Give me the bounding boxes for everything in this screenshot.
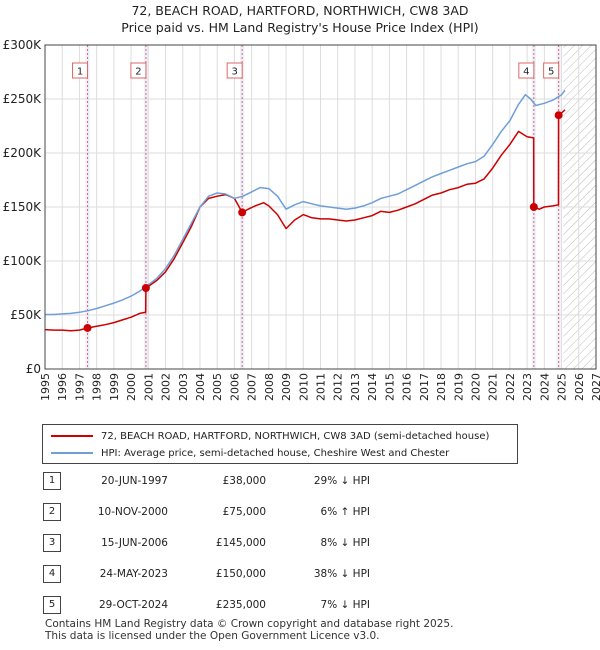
x-tick-label: 1997 <box>73 373 86 401</box>
y-tick-label: £250K <box>3 92 43 106</box>
sale-marker-box <box>130 62 147 79</box>
x-tick-label: 2013 <box>349 373 362 401</box>
sale-marker-label: 5 <box>548 67 554 78</box>
x-tick-label: 2000 <box>125 373 138 401</box>
plot-border <box>44 44 597 370</box>
sale-hpi-diff: 29% ↓ HPI <box>313 475 370 487</box>
x-tick-label: 2005 <box>211 373 224 401</box>
x-tick-label: 2017 <box>418 373 431 401</box>
x-tick-label: 2007 <box>246 373 259 401</box>
chart-subtitle: Price paid vs. HM Land Registry's House … <box>121 20 479 35</box>
x-tick-label: 2021 <box>487 373 500 401</box>
sale-hpi-diff: 7% ↓ HPI <box>320 599 370 611</box>
sale-point <box>554 111 563 120</box>
legend-swatch-property <box>51 435 93 437</box>
sale-hpi-diff: 38% ↓ HPI <box>313 568 370 580</box>
property-price-line <box>44 109 566 332</box>
x-tick-label: 2012 <box>332 373 345 401</box>
hpi-line <box>45 89 566 316</box>
x-tick-label: 2015 <box>383 373 396 401</box>
y-tick-label: £150K <box>3 200 43 214</box>
sale-price: £145,000 <box>215 537 266 549</box>
y-tick-label: £100K <box>3 254 43 268</box>
table-row: 3 15-JUN-2006 £145,000 8% ↓ HPI <box>0 534 600 554</box>
x-tick-label: 1995 <box>39 373 52 401</box>
sale-point <box>238 208 247 217</box>
table-row: 1 20-JUN-1997 £38,000 29% ↓ HPI <box>0 472 600 492</box>
chart-title-block: 72, BEACH ROAD, HARTFORD, NORTHWICH, CW8… <box>0 2 600 36</box>
x-tick-label: 1996 <box>56 373 69 401</box>
sale-date: 10-NOV-2000 <box>97 506 168 518</box>
legend-label-property: 72, BEACH ROAD, HARTFORD, NORTHWICH, CW8… <box>101 430 490 442</box>
x-tick-label: 2026 <box>573 373 586 401</box>
y-tick-label: £300K <box>3 38 43 52</box>
sale-date: 20-JUN-1997 <box>101 475 168 487</box>
sale-point <box>529 203 538 211</box>
x-tick-label: 2003 <box>177 373 190 401</box>
sale-number-badge: 1 <box>43 472 61 490</box>
legend-swatch-hpi <box>51 452 93 454</box>
sale-price: £150,000 <box>215 568 266 580</box>
y-tick-label: £200K <box>3 146 43 160</box>
table-row: 2 10-NOV-2000 £75,000 6% ↑ HPI <box>0 503 600 523</box>
x-tick-label: 2004 <box>194 373 207 401</box>
sale-number-badge: 3 <box>43 534 61 552</box>
x-tick-label: 1999 <box>108 373 121 401</box>
legend-label-hpi: HPI: Average price, semi-detached house,… <box>101 447 450 459</box>
y-tick-label: £50K <box>10 308 42 322</box>
sale-number-badge: 2 <box>43 503 61 521</box>
sale-marker-label: 3 <box>231 67 237 78</box>
x-tick-label: 2019 <box>452 373 465 401</box>
legend-item-property: 72, BEACH ROAD, HARTFORD, NORTHWICH, CW8… <box>51 428 489 444</box>
chart-title: 72, BEACH ROAD, HARTFORD, NORTHWICH, CW8… <box>131 3 469 18</box>
x-tick-label: 2014 <box>366 373 379 401</box>
sale-marker-box <box>543 62 560 79</box>
x-tick-label: 2022 <box>504 373 517 401</box>
sale-price: £235,000 <box>215 599 266 611</box>
x-tick-label: 2011 <box>315 373 328 401</box>
sale-marker-box <box>518 62 535 79</box>
sale-number-badge: 5 <box>43 596 61 614</box>
x-tick-label: 2020 <box>469 373 482 401</box>
x-tick-label: 2023 <box>521 373 534 401</box>
sale-point <box>141 284 150 292</box>
table-row: 5 29-OCT-2024 £235,000 7% ↓ HPI <box>0 596 600 616</box>
x-tick-label: 2002 <box>160 373 173 401</box>
sale-number-badge: 4 <box>43 565 61 583</box>
sale-price: £38,000 <box>222 475 266 487</box>
x-tick-label: 2025 <box>556 373 569 401</box>
x-tick-label: 2027 <box>590 373 600 401</box>
x-tick-label: 2001 <box>142 373 155 401</box>
sale-marker-box <box>72 62 89 79</box>
chart-legend: 72, BEACH ROAD, HARTFORD, NORTHWICH, CW8… <box>42 424 518 464</box>
x-tick-label: 2009 <box>280 373 293 401</box>
sale-marker-label: 4 <box>523 67 529 78</box>
sale-point <box>83 323 92 332</box>
x-tick-label: 1998 <box>91 373 104 401</box>
sale-hpi-diff: 6% ↑ HPI <box>320 506 370 518</box>
table-row: 4 24-MAY-2023 £150,000 38% ↓ HPI <box>0 565 600 585</box>
sale-date: 29-OCT-2024 <box>99 599 168 611</box>
footer-copyright: Contains HM Land Registry data © Crown c… <box>45 618 454 630</box>
sale-marker-label: 2 <box>135 67 141 78</box>
sale-date: 24-MAY-2023 <box>99 568 168 580</box>
y-tick-label: £0 <box>26 362 41 376</box>
x-tick-label: 2016 <box>401 373 414 401</box>
sale-marker-box <box>226 62 243 79</box>
sale-price: £75,000 <box>222 506 266 518</box>
footer-licence: This data is licensed under the Open Gov… <box>45 630 380 642</box>
x-tick-label: 2006 <box>228 373 241 401</box>
sale-marker-label: 1 <box>77 67 83 78</box>
x-tick-label: 2010 <box>297 373 310 401</box>
sale-date: 15-JUN-2006 <box>101 537 168 549</box>
sale-hpi-diff: 8% ↓ HPI <box>320 537 370 549</box>
legend-item-hpi: HPI: Average price, semi-detached house,… <box>51 445 449 461</box>
x-tick-label: 2008 <box>263 373 276 401</box>
x-tick-label: 2024 <box>538 373 551 401</box>
footer-notice: Contains HM Land Registry data © Crown c… <box>45 618 453 642</box>
x-tick-label: 2018 <box>435 373 448 401</box>
price-chart: 1 2 3 4 5 £0 £50K £100K £150K £200K £250K £300K 199… <box>3 38 600 401</box>
